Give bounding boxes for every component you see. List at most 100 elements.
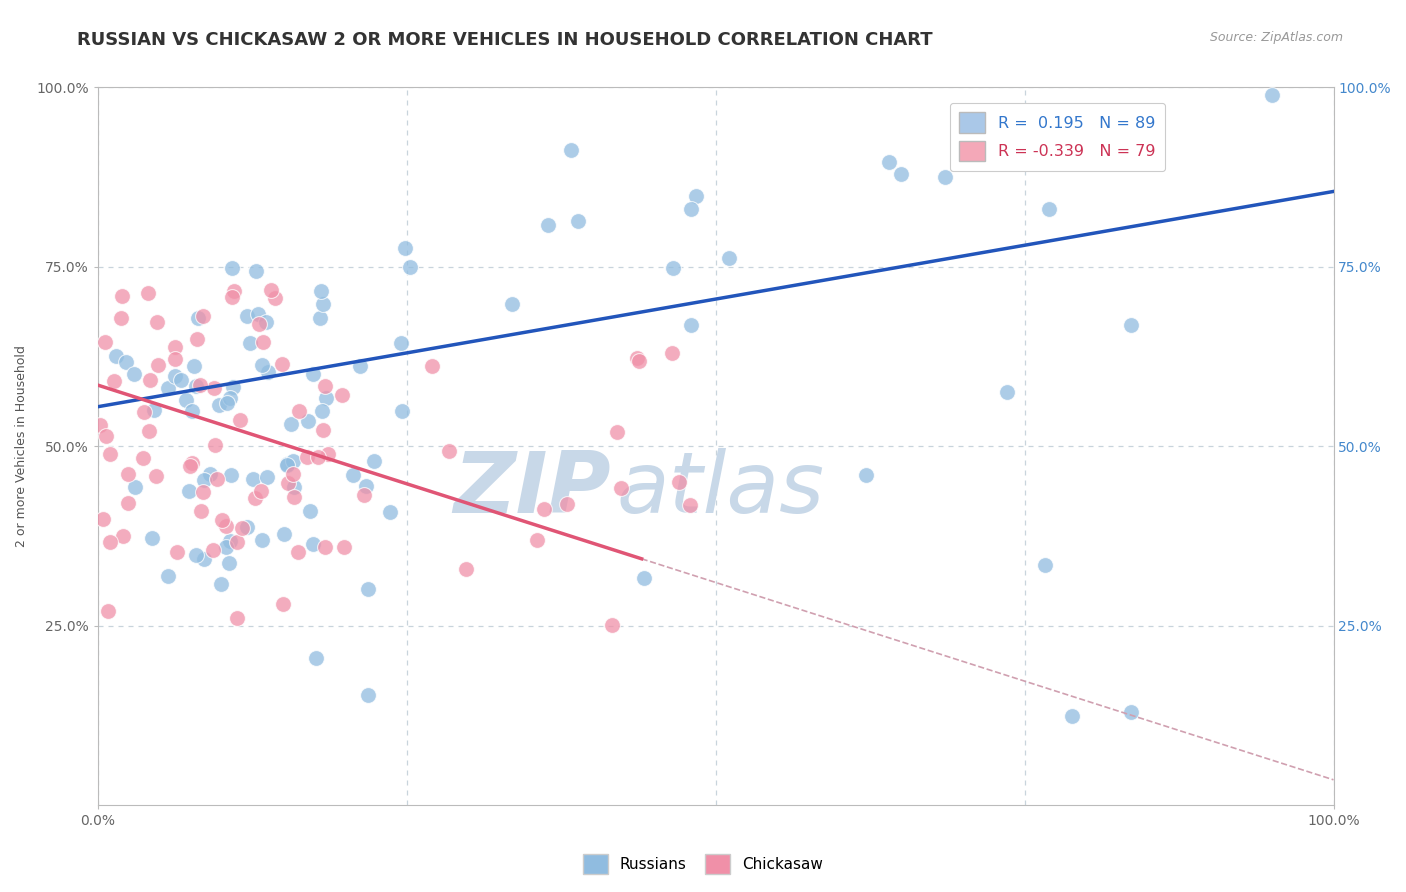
Point [190, 504, 212, 518]
Point [176, 393, 198, 408]
Point [252, 334, 274, 349]
Point [311, 423, 333, 437]
Point [208, 398, 231, 412]
Point [181, 404, 204, 418]
Point [103, 374, 125, 388]
Point [218, 556, 240, 570]
Point [309, 284, 332, 298]
Point [132, 450, 155, 465]
Point [357, 688, 380, 702]
Point [501, 297, 523, 311]
Point [685, 188, 707, 202]
Point [134, 405, 156, 419]
Point [157, 568, 180, 582]
Legend: R =  0.195   N = 89, R = -0.339   N = 79: R = 0.195 N = 89, R = -0.339 N = 79 [950, 103, 1166, 170]
Point [143, 403, 166, 417]
Point [855, 468, 877, 483]
Point [1261, 87, 1284, 102]
Point [193, 551, 215, 566]
Point [661, 346, 683, 360]
Point [91, 511, 114, 525]
Point [187, 310, 209, 325]
Point [136, 286, 159, 301]
Point [363, 454, 385, 468]
Point [215, 518, 238, 533]
Point [188, 378, 211, 392]
Point [456, 561, 478, 575]
Point [256, 469, 278, 483]
Point [626, 351, 648, 365]
Point [560, 143, 582, 157]
Point [98, 447, 121, 461]
Point [314, 540, 336, 554]
Point [633, 571, 655, 585]
Point [305, 651, 328, 665]
Point [287, 403, 309, 417]
Point [567, 214, 589, 228]
Point [117, 496, 139, 510]
Point [315, 391, 337, 405]
Point [170, 373, 193, 387]
Point [280, 417, 302, 431]
Point [183, 359, 205, 374]
Point [218, 391, 240, 405]
Point [276, 457, 298, 471]
Point [254, 315, 277, 329]
Point [627, 354, 650, 368]
Point [166, 545, 188, 559]
Point [533, 501, 555, 516]
Point [1062, 709, 1084, 723]
Point [247, 307, 270, 321]
Point [264, 291, 287, 305]
Point [250, 533, 273, 548]
Point [112, 529, 135, 543]
Point [211, 513, 233, 527]
Point [378, 505, 401, 519]
Point [332, 388, 354, 402]
Point [995, 384, 1018, 399]
Point [354, 479, 377, 493]
Point [222, 380, 245, 394]
Point [177, 484, 200, 499]
Point [221, 261, 243, 276]
Point [295, 450, 318, 464]
Point [307, 450, 329, 464]
Point [333, 540, 356, 554]
Point [609, 481, 631, 495]
Point [250, 483, 273, 498]
Point [437, 444, 460, 458]
Point [110, 289, 132, 303]
Point [314, 379, 336, 393]
Point [679, 202, 702, 217]
Point [281, 454, 304, 468]
Point [606, 425, 628, 439]
Point [271, 357, 294, 371]
Point [391, 404, 413, 418]
Point [215, 541, 238, 555]
Point [115, 355, 138, 369]
Point [117, 467, 139, 481]
Point [163, 352, 186, 367]
Point [398, 260, 420, 275]
Point [1033, 558, 1056, 572]
Point [215, 396, 238, 410]
Point [537, 219, 560, 233]
Legend: Russians, Chickasaw: Russians, Chickasaw [578, 848, 828, 880]
Point [273, 597, 295, 611]
Point [273, 527, 295, 541]
Point [394, 241, 416, 255]
Point [281, 467, 304, 481]
Point [141, 532, 163, 546]
Point [668, 475, 690, 489]
Point [231, 521, 253, 535]
Text: ZIP: ZIP [453, 448, 610, 531]
Point [139, 372, 162, 386]
Point [242, 472, 264, 486]
Point [276, 458, 298, 473]
Point [301, 537, 323, 551]
Point [219, 467, 242, 482]
Point [145, 469, 167, 483]
Point [357, 582, 380, 596]
Point [602, 617, 624, 632]
Point [679, 318, 702, 333]
